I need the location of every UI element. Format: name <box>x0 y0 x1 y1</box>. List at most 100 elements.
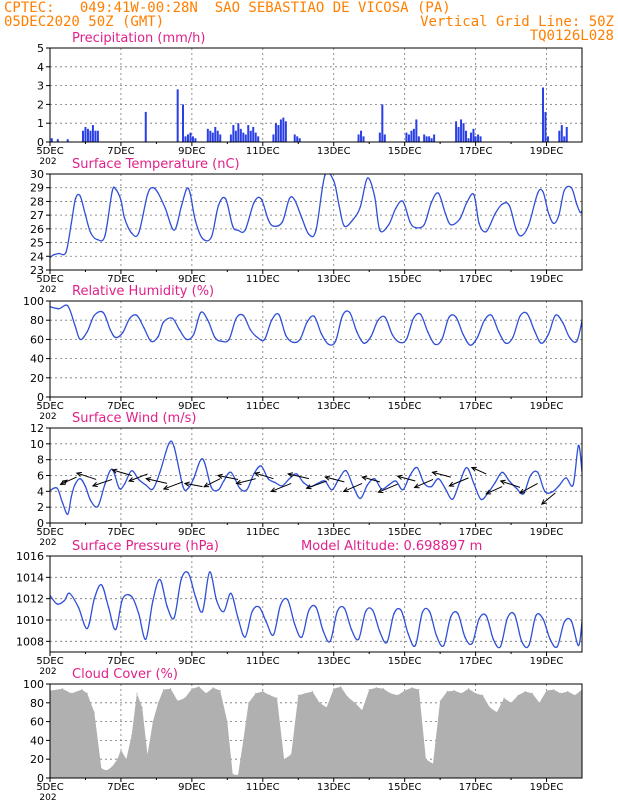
temp-point <box>123 217 126 219</box>
pres-point <box>86 627 88 630</box>
wind-point <box>168 443 170 445</box>
pres-xtick-label: 11DEC <box>246 656 280 667</box>
wind-year-label: 202 <box>39 538 56 548</box>
temp-point <box>111 191 113 193</box>
wind-ytick-label: 2 <box>37 501 44 514</box>
pres-annotation: Model Altitude: 0.698897 m <box>301 539 482 554</box>
precip-bar <box>242 132 245 142</box>
cloud-cover-point <box>489 706 491 709</box>
wind-vector-head <box>216 473 223 479</box>
rh-year-label: 202 <box>39 412 56 422</box>
rh-point <box>363 342 365 344</box>
wind-vector-head <box>183 481 190 487</box>
rh-xtick-label: 19DEC <box>530 401 564 412</box>
wind-vector-head <box>203 482 210 488</box>
pres-point <box>570 620 573 622</box>
rh-frame <box>49 300 583 398</box>
pres-point <box>556 645 558 648</box>
wind-vector-shaft <box>471 467 487 475</box>
temp-point <box>558 214 560 216</box>
header-datetime: 05DEC2020 50Z (GMT) <box>4 14 165 30</box>
precip-bar <box>455 121 458 142</box>
wind-vector-shaft <box>204 478 221 488</box>
temp-point <box>74 197 77 200</box>
pres-point <box>166 605 168 607</box>
precip-bar <box>357 134 360 142</box>
temp-point <box>409 221 411 223</box>
temp-point <box>79 195 81 197</box>
wind-point <box>267 477 269 480</box>
cloud-cover-point <box>70 692 72 695</box>
wind-point <box>84 485 87 488</box>
cloud-cover-point <box>354 702 356 704</box>
pres-point <box>93 597 96 600</box>
wind-vector-head <box>128 477 135 482</box>
precip-xtick-label: 7DEC <box>107 146 134 157</box>
cloud-cover-point <box>418 689 420 691</box>
rh-point <box>200 311 202 314</box>
wind-point <box>104 483 106 485</box>
pres-point <box>68 592 71 595</box>
temp-point <box>253 202 255 204</box>
rh-point <box>377 319 379 321</box>
pres-year-label: 202 <box>39 667 56 677</box>
wind-vector <box>183 481 203 488</box>
rh-point <box>185 338 188 341</box>
pres-point <box>230 592 232 595</box>
cloud-frame <box>49 683 583 779</box>
pres-point <box>542 618 544 620</box>
wind-vector <box>470 466 487 475</box>
rh-point <box>79 338 81 341</box>
cloud-cover-point <box>304 692 306 695</box>
cloud-cover-point <box>326 706 328 709</box>
pres-point <box>499 645 502 648</box>
rh-point <box>526 312 528 315</box>
cloud-cover-point <box>517 694 519 696</box>
rh-point <box>192 333 195 336</box>
temp-point <box>402 200 404 203</box>
cloud-ytick-label: 80 <box>30 697 44 710</box>
precip-bar <box>407 134 410 142</box>
wind-series <box>50 440 582 515</box>
wind-vector-head <box>413 483 420 489</box>
wind-vector <box>128 473 148 482</box>
wind-vector <box>413 478 434 489</box>
pres-point <box>173 617 175 619</box>
wind-point <box>223 480 225 482</box>
wind-vector-shaft <box>146 478 168 484</box>
temp-point <box>104 235 106 237</box>
cloud-cover-point <box>106 769 108 772</box>
temp-point <box>359 206 362 208</box>
rh-ytick-label: 20 <box>30 372 44 385</box>
wind-vector <box>431 470 451 478</box>
wind-vector-shaft <box>217 474 239 480</box>
wind-point <box>274 481 276 484</box>
wind-vector-head <box>162 485 169 490</box>
pres-point <box>201 610 204 613</box>
wind-point <box>437 477 440 480</box>
precip-bar <box>189 132 192 142</box>
wind-vector-shaft <box>306 480 327 489</box>
cloud-ytick-label: 60 <box>30 716 44 729</box>
rh-point <box>384 316 386 319</box>
pres-point <box>180 578 182 581</box>
temp-point <box>267 218 269 220</box>
temp-point <box>114 188 117 190</box>
pres-point <box>357 638 360 640</box>
temp-point <box>536 192 539 194</box>
cloud-cover-point <box>439 700 441 702</box>
cloud-cover-point <box>116 758 118 760</box>
temp-point <box>478 222 480 225</box>
temp-point <box>508 204 510 207</box>
cloud-cover-point <box>404 689 406 692</box>
pres-ytick-label: 1016 <box>16 550 44 563</box>
precip-bar <box>282 117 285 142</box>
cloud-cover-point <box>283 758 285 760</box>
temp-point <box>521 235 523 237</box>
rh-point <box>434 343 436 345</box>
rh-point <box>512 336 514 339</box>
pres-point <box>294 623 296 625</box>
cloud-cover-point <box>425 758 427 760</box>
temp-xtick-label: 7DEC <box>107 274 134 285</box>
wind-vector-shaft <box>362 476 380 483</box>
